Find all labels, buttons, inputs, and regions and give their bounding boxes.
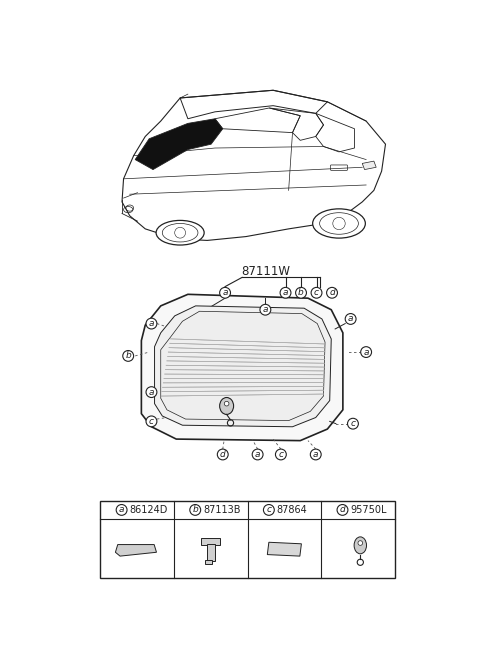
- Circle shape: [217, 449, 228, 460]
- Circle shape: [296, 287, 306, 298]
- Ellipse shape: [156, 220, 204, 245]
- Bar: [202, 538, 220, 544]
- Text: b: b: [125, 352, 131, 360]
- Text: a: a: [222, 288, 228, 297]
- Bar: [204, 560, 212, 564]
- Text: a: a: [149, 388, 154, 397]
- Text: d: d: [329, 288, 335, 297]
- Ellipse shape: [354, 537, 367, 554]
- Circle shape: [146, 318, 157, 329]
- Circle shape: [360, 346, 372, 358]
- Polygon shape: [362, 161, 376, 170]
- Text: a: a: [363, 348, 369, 357]
- Ellipse shape: [312, 209, 365, 238]
- Text: a: a: [313, 450, 319, 459]
- Circle shape: [345, 314, 356, 324]
- Bar: [207, 544, 215, 561]
- Text: 95750L: 95750L: [350, 505, 387, 515]
- Circle shape: [264, 504, 274, 516]
- Text: 87113B: 87113B: [203, 505, 240, 515]
- Circle shape: [146, 387, 157, 398]
- Circle shape: [337, 504, 348, 516]
- Circle shape: [224, 401, 229, 406]
- Circle shape: [276, 449, 286, 460]
- Circle shape: [260, 304, 271, 315]
- Polygon shape: [115, 544, 156, 556]
- Text: c: c: [278, 450, 283, 459]
- Polygon shape: [161, 311, 325, 420]
- Circle shape: [311, 287, 322, 298]
- Text: a: a: [255, 450, 260, 459]
- Text: a: a: [119, 505, 124, 514]
- Circle shape: [123, 350, 133, 361]
- Polygon shape: [267, 543, 301, 556]
- Ellipse shape: [220, 398, 234, 415]
- Circle shape: [190, 504, 201, 516]
- Text: c: c: [350, 419, 356, 428]
- Bar: [100, 501, 395, 578]
- Circle shape: [146, 416, 157, 427]
- Circle shape: [220, 287, 230, 298]
- Polygon shape: [155, 306, 331, 427]
- Text: a: a: [283, 288, 288, 297]
- Circle shape: [311, 449, 321, 460]
- Text: c: c: [314, 288, 319, 297]
- Text: d: d: [220, 450, 226, 459]
- Text: b: b: [298, 288, 304, 297]
- Circle shape: [252, 449, 263, 460]
- Text: a: a: [149, 319, 154, 328]
- Text: 87864: 87864: [276, 505, 307, 515]
- Circle shape: [358, 541, 362, 545]
- Circle shape: [326, 287, 337, 298]
- Circle shape: [348, 419, 359, 429]
- Text: c: c: [149, 417, 154, 426]
- Text: c: c: [266, 505, 271, 514]
- Circle shape: [116, 504, 127, 516]
- Circle shape: [280, 287, 291, 298]
- Text: 86124D: 86124D: [130, 505, 168, 515]
- Polygon shape: [142, 295, 343, 441]
- Text: b: b: [192, 505, 198, 514]
- Text: d: d: [340, 505, 346, 514]
- Text: a: a: [348, 314, 353, 323]
- Polygon shape: [135, 119, 223, 170]
- Text: 87111W: 87111W: [241, 265, 290, 277]
- Text: a: a: [263, 305, 268, 314]
